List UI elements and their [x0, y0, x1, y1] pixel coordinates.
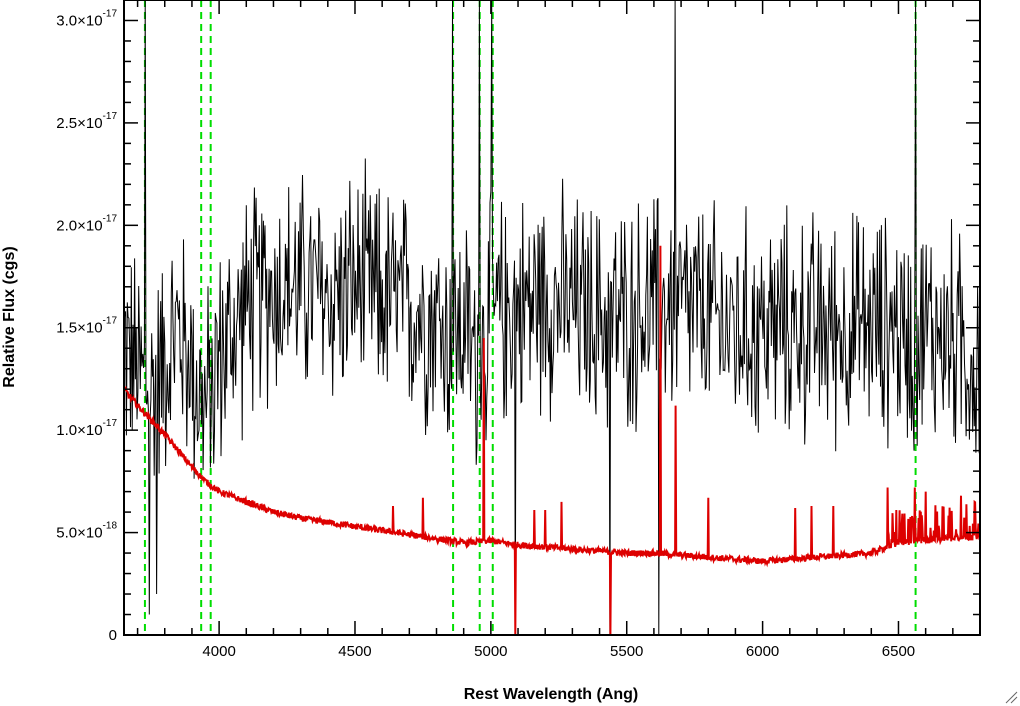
y-tick-label: 2.5×10-17 [56, 111, 117, 132]
y-axis-ticks: 0 5.0×10-18 1.0×10-17 1.5×10-17 2.0×10-17 2.5… [56, 0, 980, 644]
model-spectrum-path [124, 245, 980, 635]
plot-frame [123, 0, 981, 636]
y-tick-label: 2.0×10-17 [56, 213, 117, 234]
model-spectrum-line [124, 245, 980, 635]
y-tick-label: 1.0×10-17 [56, 418, 117, 439]
x-tick-label: 6500 [882, 643, 915, 660]
y-tick-label: 5.0×10-18 [56, 521, 117, 542]
observed-spectrum-path [124, 0, 980, 635]
resize-grip-icon[interactable] [1004, 690, 1018, 704]
y-tick-label: 1.5×10-17 [56, 316, 117, 337]
x-tick-label: 4000 [202, 643, 235, 660]
x-axis-title: Rest Wavelength (Ang) [464, 686, 639, 703]
observed-spectrum-line [124, 0, 980, 635]
y-axis-title: Relative Flux (cgs) [1, 246, 18, 387]
x-axis-ticks: 4000 4500 5000 5500 6000 6500 [136, 0, 981, 660]
y-tick-label: 0 [109, 627, 117, 644]
x-tick-label: 4500 [338, 643, 371, 660]
y-tick-label: 3.0×10-17 [56, 8, 117, 29]
x-tick-label: 5000 [474, 643, 507, 660]
x-tick-label: 6000 [746, 643, 779, 660]
plot-axes [123, 0, 981, 636]
x-tick-label: 5500 [610, 643, 643, 660]
